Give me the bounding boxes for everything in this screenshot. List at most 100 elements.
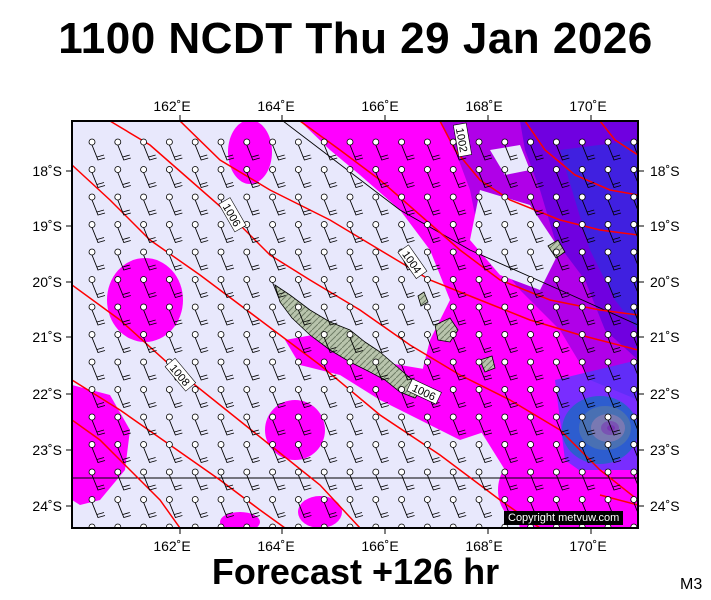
wind-barb: [578, 221, 596, 244]
wind-barb: [398, 331, 415, 354]
wind-barb: [140, 248, 157, 271]
wind-barb: [553, 413, 570, 436]
wind-barb: [501, 358, 518, 381]
wind-barb: [269, 303, 286, 326]
lat-label: 21˚S: [650, 329, 680, 345]
wind-barb: [114, 138, 131, 161]
wind-barb: [475, 221, 493, 244]
wind-barb: [269, 248, 286, 271]
wind-barb: [243, 166, 260, 189]
wind-barb: [604, 248, 622, 271]
wind-barb: [140, 166, 157, 189]
wind-barb: [191, 413, 209, 436]
wind-barb: [423, 193, 441, 216]
wind-barb: [423, 303, 441, 326]
wind-barb: [372, 496, 389, 519]
wind-barb: [527, 331, 544, 354]
wind-barb: [630, 248, 638, 267]
wind-barb: [269, 276, 286, 299]
boundary-lines: [72, 121, 638, 479]
wind-barb: [88, 248, 106, 271]
wind-barb: [217, 248, 235, 271]
wind-barb: [475, 496, 493, 519]
wind-barb: [320, 331, 338, 354]
wind-barb: [475, 358, 493, 381]
wind-barb: [320, 276, 338, 299]
wind-barb: [217, 303, 235, 326]
lat-label: 19˚S: [650, 218, 680, 234]
wind-barb: [372, 221, 389, 244]
wind-barb: [630, 496, 638, 515]
wind-barb: [114, 166, 131, 189]
wind-barb: [449, 496, 467, 519]
wind-barb: [346, 166, 364, 189]
wind-barb: [578, 193, 596, 216]
wind-barb: [630, 386, 638, 405]
wind-barb: [475, 331, 493, 354]
wind-barb: [527, 413, 544, 436]
wind-barb: [294, 496, 312, 519]
wind-barb: [269, 496, 286, 519]
wind-barb: [346, 193, 364, 216]
wind-barb: [553, 386, 570, 409]
wind-barb: [165, 138, 183, 161]
wind-barb: [449, 303, 467, 326]
wind-barb: [346, 221, 364, 244]
wind-barb: [217, 221, 235, 244]
wind-barb: [475, 386, 493, 409]
wind-barb: [294, 193, 312, 216]
wind-barb: [449, 468, 467, 491]
wind-barb: [191, 221, 209, 244]
wind-barb: [527, 193, 544, 216]
wind-barb: [449, 441, 467, 464]
wind-barb: [423, 441, 441, 464]
wind-barbs: [88, 138, 638, 528]
wind-barb: [88, 468, 106, 491]
wind-barb: [372, 441, 389, 464]
wind-barb: [140, 221, 157, 244]
wind-barb: [423, 138, 441, 161]
wind-barb: [269, 166, 286, 189]
wind-barb: [449, 166, 467, 189]
wind-barb: [294, 331, 312, 354]
wind-barb: [630, 468, 638, 487]
model-label: M3: [680, 576, 703, 593]
wind-barb: [269, 138, 286, 161]
wind-barb: [475, 166, 493, 189]
wind-barb: [114, 386, 131, 409]
wind-barb: [294, 166, 312, 189]
wind-barb: [604, 413, 622, 436]
wind-barb: [217, 386, 235, 409]
lat-label: 22˚S: [32, 386, 62, 402]
wind-barb: [217, 441, 235, 464]
wind-barb: [578, 303, 596, 326]
wind-barb: [88, 358, 106, 381]
wind-barb: [527, 386, 544, 409]
wind-barb: [604, 468, 622, 491]
wind-barb: [140, 303, 157, 326]
wind-barb: [165, 221, 183, 244]
wind-barb: [604, 221, 622, 244]
wind-barb: [449, 331, 467, 354]
wind-barb: [346, 303, 364, 326]
wind-barb: [191, 358, 209, 381]
wind-barb: [501, 193, 518, 216]
wind-barb: [527, 276, 544, 299]
wind-barb: [553, 441, 570, 464]
wind-barb: [269, 193, 286, 216]
wind-barb: [372, 193, 389, 216]
wind-barb: [604, 441, 622, 464]
wind-barb: [140, 193, 157, 216]
wind-barb: [553, 303, 570, 326]
wind-barb: [88, 441, 106, 464]
wind-barb: [217, 166, 235, 189]
wind-barb: [346, 331, 364, 354]
wind-barb: [604, 166, 622, 189]
wind-barb: [449, 358, 467, 381]
wind-barb: [191, 248, 209, 271]
wind-barb: [269, 386, 286, 409]
wind-barb: [553, 138, 570, 161]
wind-barb: [372, 386, 389, 409]
wind-barb: [578, 358, 596, 381]
wind-barb: [398, 166, 415, 189]
